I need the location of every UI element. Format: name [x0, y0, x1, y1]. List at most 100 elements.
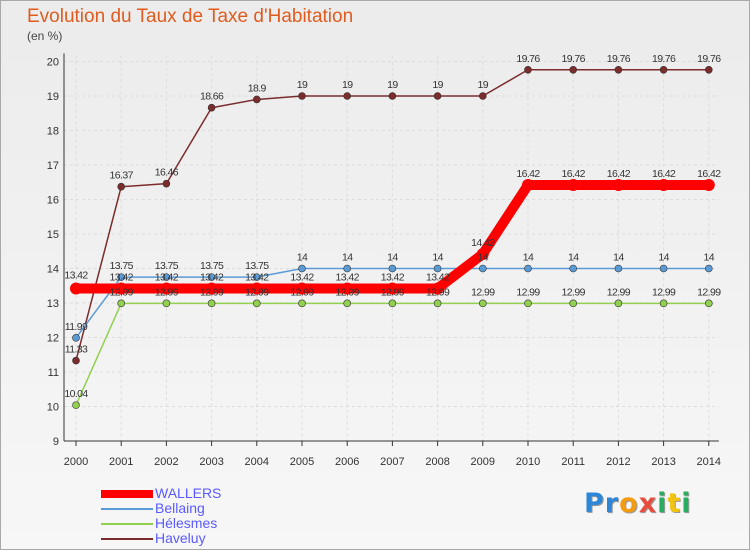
x-tick-label: 2004	[245, 456, 269, 468]
legend-swatch-haveluy	[101, 538, 153, 540]
grid-lines	[64, 55, 719, 441]
data-point	[433, 264, 442, 273]
data-point	[478, 264, 487, 273]
y-tick-label: 14	[47, 264, 59, 276]
data-point	[298, 92, 306, 100]
data-point	[253, 95, 261, 104]
data-label: 19	[297, 79, 308, 91]
data-label: 14	[704, 252, 715, 264]
data-labels-h-lesmes: 10.04 12.99 12.99 12.99 12.99 12.99 12.99 12.99…	[64, 286, 721, 400]
y-tick-label: 17	[47, 160, 59, 172]
axes: 9 10 11 12 13 14 15 16 17 18 19 20 2000 2001 2002 2003 2…	[47, 53, 721, 468]
data-label: 12.99	[697, 286, 721, 298]
x-tick-label: 2012	[606, 456, 630, 468]
data-point	[704, 264, 713, 273]
y-tick-label: 18	[47, 126, 59, 138]
data-point	[205, 282, 218, 295]
x-tick-label: 2008	[425, 456, 449, 468]
data-point	[117, 182, 125, 191]
data-label: 14	[523, 252, 534, 264]
data-label: 19.76	[562, 53, 586, 65]
data-label: 14	[387, 252, 398, 264]
chart-title: Evolution du Taux de Taxe d'Habitation	[27, 6, 354, 27]
data-label: 13.42	[381, 272, 405, 284]
data-label: 10.04	[64, 388, 88, 400]
data-label: 12.99	[110, 286, 134, 298]
data-point	[72, 334, 80, 342]
data-point	[298, 264, 306, 273]
data-label: 13.42	[426, 272, 450, 284]
data-point	[524, 264, 532, 273]
data-point	[522, 179, 534, 192]
y-axis-unit: (en %)	[27, 29, 63, 43]
data-point	[388, 264, 397, 273]
data-label: 14	[478, 252, 489, 264]
data-label: 18.9	[248, 82, 267, 94]
legend-swatch-bellaing	[101, 508, 153, 510]
data-point	[659, 299, 668, 308]
data-label: 13.42	[200, 272, 224, 284]
data-point	[704, 299, 713, 308]
data-point	[388, 299, 397, 308]
data-point	[296, 282, 308, 295]
logo-letter: i	[681, 488, 692, 519]
proxiti-logo: Proxiti	[584, 488, 692, 519]
x-tick-label: 2013	[651, 456, 675, 468]
data-label: 19	[432, 79, 443, 91]
y-tick-label: 9	[53, 436, 59, 448]
legend-label: WALLERS	[155, 485, 222, 501]
data-point	[612, 179, 625, 192]
data-point	[298, 299, 306, 308]
data-point	[614, 299, 623, 308]
data-label: 12.99	[336, 286, 360, 298]
data-point	[478, 92, 487, 100]
data-point	[478, 299, 487, 308]
data-point	[388, 92, 397, 100]
data-point	[162, 273, 171, 281]
data-labels-haveluy: 11.33 16.37 16.46 18.66 18.9 19 19 19 19 19 19.76 1…	[65, 53, 722, 356]
legend-swatch-wallers	[101, 490, 153, 498]
data-point	[341, 282, 354, 295]
data-label: 13.42	[336, 272, 360, 284]
data-label: 16.42	[562, 168, 586, 180]
data-label: 18.66	[200, 91, 224, 103]
data-point	[659, 65, 668, 74]
data-point	[704, 65, 713, 74]
data-label: 14	[342, 252, 353, 264]
series-bellaing	[72, 264, 713, 342]
data-label: 16.42	[697, 168, 721, 180]
data-point	[524, 65, 532, 74]
data-label: 14	[568, 252, 579, 264]
data-label: 16.42	[516, 168, 540, 180]
data-label: 13.42	[110, 272, 134, 284]
data-label: 14	[297, 252, 308, 264]
data-point	[253, 273, 261, 281]
data-point	[386, 282, 399, 295]
y-tick-label: 15	[47, 229, 59, 241]
series-line	[75, 302, 709, 406]
y-tick-label: 20	[47, 57, 59, 69]
series-wallers	[70, 179, 715, 295]
data-label: 12.99	[471, 286, 495, 298]
series-layer: 13.42 13.42 13.42 13.42 13.42 13.42 13.42 13.42…	[64, 53, 722, 409]
x-tick-label: 2006	[335, 456, 359, 468]
legend-label: Hélesmes	[155, 515, 218, 531]
data-label: 19.76	[652, 53, 676, 65]
data-label: 13.42	[155, 272, 179, 284]
data-point	[117, 273, 125, 281]
data-labels-wallers: 13.42 13.42 13.42 13.42 13.42 13.42 13.42 13.42…	[64, 168, 721, 284]
data-label: 11.99	[65, 321, 88, 333]
data-point	[70, 282, 82, 295]
data-point	[569, 264, 578, 273]
series-haveluy	[72, 65, 713, 365]
data-label: 13.75	[200, 260, 224, 272]
data-point	[524, 299, 532, 308]
data-label: 13.75	[110, 260, 134, 272]
data-point	[657, 179, 670, 192]
x-tick-label: 2003	[199, 456, 223, 468]
data-point	[72, 356, 80, 365]
data-label: 14	[432, 252, 443, 264]
data-label: 19.76	[516, 53, 540, 65]
